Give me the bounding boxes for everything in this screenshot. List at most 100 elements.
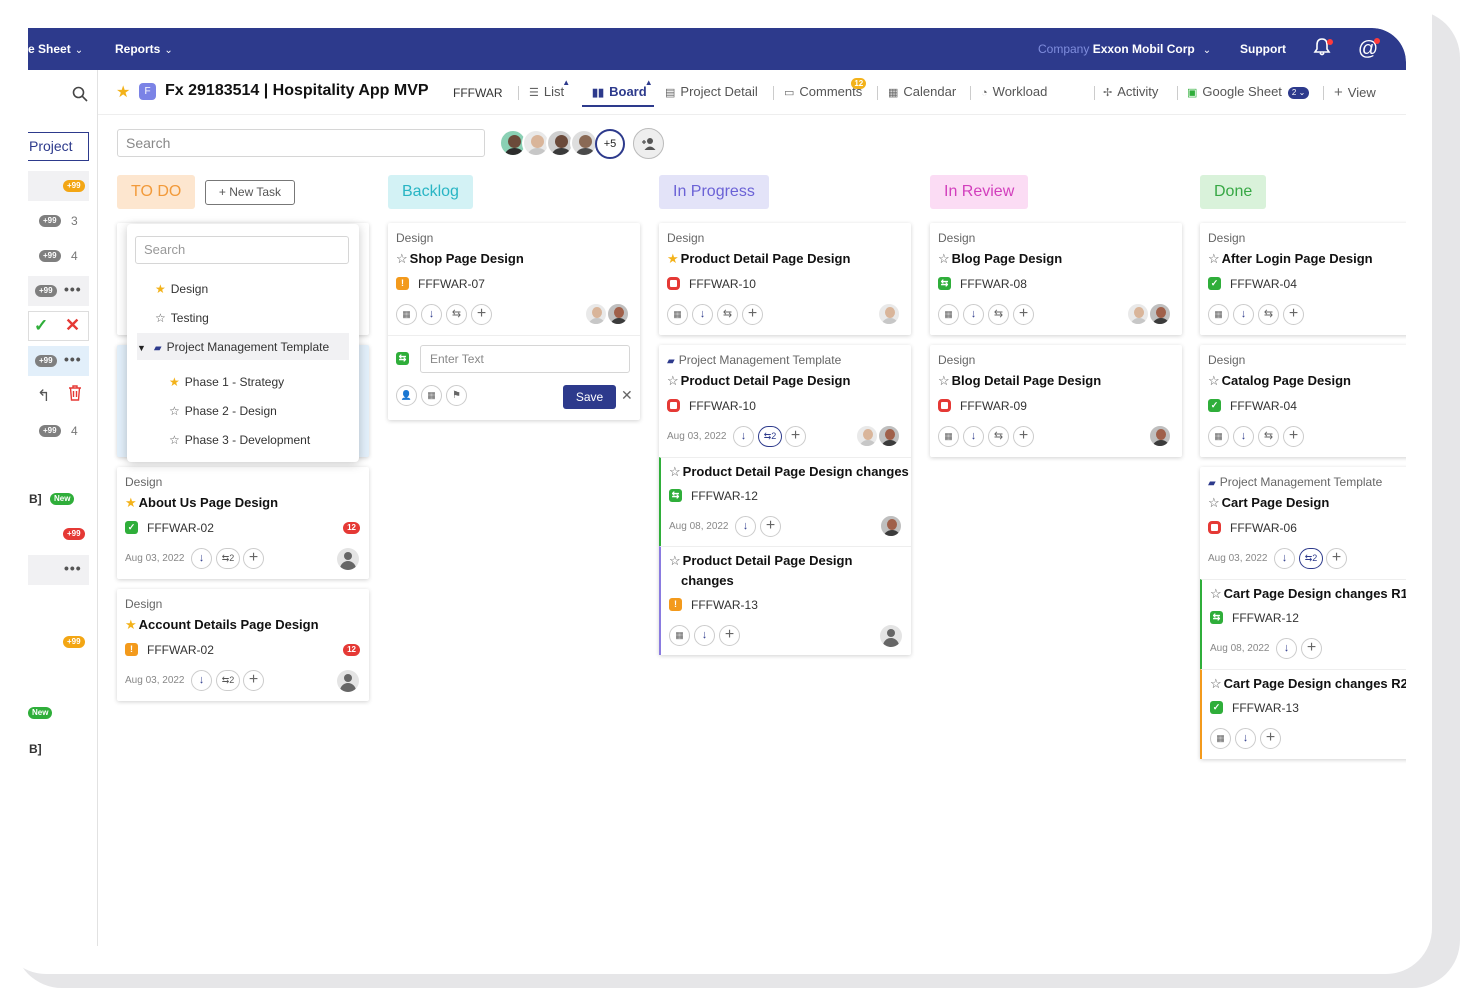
subtask-icon[interactable]: ⇆2	[1299, 548, 1323, 569]
calendar-icon[interactable]: ▦	[1208, 426, 1229, 447]
priority-down-icon[interactable]: ↓	[735, 516, 756, 537]
new-subtask-input[interactable]: Enter Text	[420, 345, 630, 373]
assignee-avatar[interactable]	[879, 514, 903, 538]
task-card[interactable]: Design ☆ Shop Page Design ! FFFWAR-07 ▦ ↓…	[388, 223, 640, 420]
assignee-avatar[interactable]	[584, 302, 608, 326]
add-icon[interactable]: +	[1301, 638, 1322, 659]
star-outline-icon[interactable]: ☆	[938, 373, 950, 388]
add-icon[interactable]: +	[471, 304, 492, 325]
check-icon[interactable]: ✓	[34, 316, 49, 335]
subtask-icon[interactable]: ⇆	[1258, 304, 1279, 325]
sidebar-row[interactable]: +99 •••	[28, 276, 89, 306]
dropdown-item-phase-1[interactable]: ★ Phase 1 - Strategy	[169, 375, 284, 389]
board-search-input[interactable]: Search	[117, 129, 485, 157]
tab-comments[interactable]: ▭ Comments 12	[784, 78, 867, 99]
add-icon[interactable]: +	[243, 548, 264, 569]
trash-icon[interactable]	[68, 385, 82, 404]
add-icon[interactable]: +	[742, 304, 763, 325]
add-icon[interactable]: +	[1013, 304, 1034, 325]
sidebar-row[interactable]: +99 3	[28, 206, 89, 236]
card-title[interactable]: ☆ Cart Page Design	[1208, 493, 1329, 513]
assign-user-icon[interactable]: 👤	[396, 385, 417, 406]
tab-board[interactable]: ▮▮ Board ▲	[592, 78, 653, 99]
tab-google-sheet[interactable]: ▣ Google Sheet 2 ⌄	[1187, 84, 1310, 99]
star-outline-icon[interactable]: ☆	[1208, 495, 1220, 510]
add-icon[interactable]: +	[785, 426, 806, 447]
priority-down-icon[interactable]: ↓	[421, 304, 442, 325]
sidebar-row[interactable]: +99 4	[28, 241, 89, 271]
add-icon[interactable]: +	[243, 670, 264, 691]
star-outline-icon[interactable]: ☆	[1210, 586, 1222, 601]
assignee-avatar[interactable]	[880, 625, 902, 647]
priority-down-icon[interactable]: ↓	[1274, 548, 1295, 569]
dropdown-item-project-management-template[interactable]: ▼ ▰ Project Management Template	[137, 333, 349, 360]
priority-down-icon[interactable]: ↓	[191, 670, 212, 691]
more-dots-icon[interactable]: •••	[64, 351, 82, 367]
subtask-card[interactable]: ☆ Product Detail Page Design changes ! FF…	[659, 546, 911, 655]
add-icon[interactable]: +	[760, 516, 781, 537]
task-card[interactable]: Design ☆ Blog Page Design ⇆ FFFWAR-08 ▦ ↓…	[930, 223, 1182, 335]
tab-workload[interactable]: ◔ Workload	[981, 84, 1047, 99]
more-dots-icon[interactable]: •••	[64, 281, 82, 297]
add-icon[interactable]: +	[1013, 426, 1034, 447]
star-icon[interactable]: ★	[125, 617, 137, 632]
assignee-avatar[interactable]	[877, 302, 901, 326]
nav-sheet-menu[interactable]: e Sheet ⌄	[28, 42, 83, 56]
priority-down-icon[interactable]: ↓	[191, 548, 212, 569]
subtask-card[interactable]: ☆ Cart Page Design changes R2 ✓ FFFWAR-13…	[1200, 669, 1406, 759]
assignee-avatar[interactable]	[606, 302, 630, 326]
save-button[interactable]: Save	[563, 385, 616, 409]
company-selector[interactable]: Company Exxon Mobil Corp ⌄	[1038, 42, 1211, 56]
sidebar-project-button[interactable]: Project	[28, 132, 89, 161]
member-avatar[interactable]	[570, 129, 598, 157]
subtask-card[interactable]: ☆ Product Detail Page Design changes ⇆ FF…	[659, 457, 911, 546]
new-task-button[interactable]: + New Task	[205, 180, 295, 205]
assignee-avatar[interactable]	[337, 548, 359, 570]
priority-down-icon[interactable]: ↓	[692, 304, 713, 325]
subtask-card[interactable]: ☆ Cart Page Design changes R1 ⇆ FFFWAR-12…	[1200, 579, 1406, 669]
priority-down-icon[interactable]: ↓	[1233, 426, 1254, 447]
task-card[interactable]: Design ★ Product Detail Page Design FFFWA…	[659, 223, 911, 335]
flag-icon[interactable]: ⚑	[446, 385, 467, 406]
subtask-icon[interactable]: ⇆2	[216, 548, 240, 569]
assignee-avatar[interactable]	[337, 670, 359, 692]
more-dots-icon[interactable]: •••	[64, 560, 82, 576]
tab-activity[interactable]: ✢ Activity	[1103, 84, 1158, 99]
dropdown-item-testing[interactable]: ☆ Testing	[155, 311, 209, 325]
calendar-icon[interactable]: ▦	[667, 304, 688, 325]
notification-bell-icon[interactable]	[1310, 37, 1334, 61]
subtask-icon[interactable]: ⇆2	[758, 426, 782, 447]
add-icon[interactable]: +	[719, 625, 740, 646]
dropdown-search-input[interactable]: Search	[135, 236, 349, 264]
task-card[interactable]: Design ★ Account Details Page Design ! FF…	[117, 589, 369, 701]
subtask-icon[interactable]: ⇆	[988, 426, 1009, 447]
subtask-icon[interactable]: ⇆2	[216, 670, 240, 691]
tab-add-view[interactable]: + View	[1334, 84, 1376, 101]
star-outline-icon[interactable]: ☆	[667, 373, 679, 388]
star-icon[interactable]: ★	[667, 251, 679, 266]
more-members-button[interactable]: +5	[595, 129, 625, 159]
sidebar-row[interactable]: +99 •••	[28, 346, 89, 376]
support-link[interactable]: Support	[1240, 42, 1286, 56]
priority-down-icon[interactable]: ↓	[963, 426, 984, 447]
close-icon[interactable]: ✕	[621, 387, 633, 403]
add-icon[interactable]: +	[1283, 426, 1304, 447]
subtask-icon[interactable]: ⇆	[988, 304, 1009, 325]
add-icon[interactable]: +	[1260, 728, 1281, 749]
star-outline-icon[interactable]: ☆	[1208, 251, 1220, 266]
task-card[interactable]: Design ☆ Blog Detail Page Design FFFWAR-0…	[930, 345, 1182, 457]
priority-down-icon[interactable]: ↓	[1233, 304, 1254, 325]
calendar-icon[interactable]: ▦	[421, 385, 442, 406]
dropdown-item-phase-2[interactable]: ☆ Phase 2 - Design	[169, 404, 277, 418]
star-outline-icon[interactable]: ☆	[1208, 373, 1220, 388]
subtask-icon[interactable]: ⇆	[1258, 426, 1279, 447]
add-member-button[interactable]	[633, 128, 664, 159]
assignee-avatar[interactable]	[1148, 302, 1172, 326]
dropdown-item-phase-3[interactable]: ☆ Phase 3 - Development	[169, 433, 310, 447]
star-outline-icon[interactable]: ☆	[669, 553, 681, 568]
calendar-icon[interactable]: ▦	[938, 426, 959, 447]
calendar-icon[interactable]: ▦	[669, 625, 690, 646]
task-card[interactable]: Design ★ About Us Page Design ✓ FFFWAR-02…	[117, 467, 369, 579]
tab-calendar[interactable]: ▦ Calendar	[888, 84, 956, 99]
caret-down-icon[interactable]: ▼	[137, 343, 146, 353]
